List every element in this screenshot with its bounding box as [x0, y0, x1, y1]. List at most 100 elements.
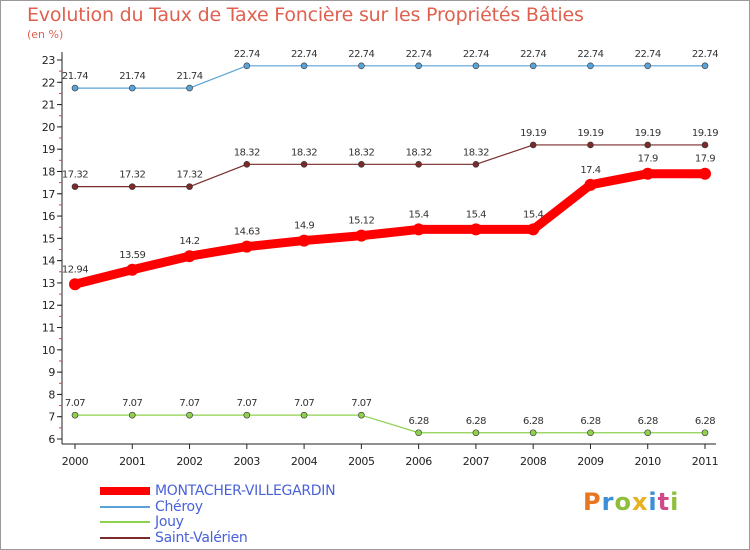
y-tick-label: 14	[42, 255, 56, 268]
data-label: 18.32	[406, 147, 432, 158]
data-label: 22.74	[348, 49, 374, 60]
data-point	[415, 62, 422, 70]
data-label: 17.32	[62, 170, 88, 181]
y-tick-label: 6	[48, 433, 55, 446]
data-point	[699, 167, 711, 180]
y-tick-label: 22	[42, 76, 55, 89]
data-point	[298, 234, 311, 247]
data-label: 17.32	[119, 170, 145, 181]
data-point	[186, 84, 193, 92]
data-point	[300, 411, 308, 419]
data-label: 14.2	[179, 236, 199, 247]
data-point	[186, 183, 193, 190]
data-label: 6.28	[409, 416, 429, 427]
data-point	[587, 62, 594, 70]
data-point	[415, 429, 422, 437]
data-label: 15.4	[466, 209, 486, 220]
data-point	[472, 161, 480, 168]
x-tick-label: 2005	[348, 455, 375, 468]
y-tick-label: 15	[42, 232, 56, 245]
data-point	[701, 429, 709, 437]
data-point	[300, 161, 308, 168]
data-point	[186, 411, 193, 419]
data-label: 6.28	[695, 416, 715, 427]
y-tick-label: 19	[42, 143, 56, 156]
x-tick-label: 2009	[577, 455, 604, 468]
legend-swatch-montacher	[100, 487, 150, 495]
data-label: 22.74	[406, 49, 432, 60]
data-point	[355, 229, 368, 242]
data-point	[71, 183, 79, 190]
data-point	[472, 62, 480, 70]
data-point	[126, 263, 139, 276]
data-label: 21.74	[62, 71, 88, 82]
data-label: 18.32	[291, 147, 317, 158]
series-line-2	[70, 169, 710, 289]
data-label: 14.63	[234, 227, 260, 238]
data-point	[529, 141, 537, 149]
y-tick-label: 8	[48, 388, 55, 401]
data-point	[587, 141, 594, 149]
logo-letter: i	[648, 488, 658, 516]
y-tick-label: 23	[42, 54, 56, 67]
legend-label-cheroy: Chéroy	[155, 499, 203, 515]
data-label: 15.4	[409, 209, 429, 220]
data-label: 7.07	[122, 398, 142, 409]
data-point	[128, 411, 136, 419]
data-label: 7.07	[351, 398, 371, 409]
data-point	[469, 223, 482, 236]
logo-letter: r	[601, 488, 615, 516]
data-point	[472, 429, 480, 437]
y-tick-label: 16	[42, 210, 56, 223]
logo-letter: t	[657, 488, 671, 516]
data-label: 18.32	[463, 147, 489, 158]
data-label: 17.9	[695, 154, 715, 165]
data-point	[69, 278, 81, 291]
y-tick-label: 10	[42, 344, 56, 357]
proxiti-logo: Proxiti	[583, 488, 679, 516]
x-tick-label: 2004	[291, 455, 318, 468]
data-label: 13.59	[119, 250, 145, 261]
legend-label-jouy: Jouy	[155, 514, 184, 530]
data-point	[644, 141, 652, 149]
data-label: 19.19	[520, 128, 546, 139]
series-line-1	[74, 144, 706, 188]
data-point	[358, 161, 365, 168]
y-tick-label: 11	[42, 322, 55, 335]
data-point	[527, 223, 540, 236]
x-tick-label: 2003	[234, 455, 261, 468]
data-point	[128, 183, 136, 190]
chart-title: Evolution du Taux de Taxe Foncière sur l…	[27, 4, 584, 26]
data-label: 19.19	[577, 128, 603, 139]
y-tick-label: 9	[48, 366, 55, 379]
series-line-0	[74, 65, 706, 89]
x-tick-label: 2001	[119, 455, 145, 468]
data-point	[300, 62, 308, 70]
data-label: 22.74	[692, 49, 718, 60]
data-label: 19.19	[692, 128, 718, 139]
data-label: 17.9	[638, 154, 658, 165]
y-tick-label: 7	[48, 411, 55, 424]
data-label: 6.28	[580, 416, 600, 427]
data-label: 22.74	[635, 49, 661, 60]
data-label: 14.9	[294, 221, 314, 232]
x-tick-label: 2007	[463, 455, 490, 468]
data-label: 6.28	[638, 416, 658, 427]
data-label: 6.28	[523, 416, 543, 427]
data-point	[701, 62, 709, 70]
data-label: 22.74	[234, 49, 260, 60]
legend-label-montacher: MONTACHER-VILLEGARDIN	[155, 483, 336, 499]
data-point	[415, 161, 422, 168]
data-label: 6.28	[466, 416, 486, 427]
series-line-3	[74, 414, 706, 434]
data-label: 7.07	[179, 398, 199, 409]
data-point	[587, 429, 594, 437]
logo-letter: P	[583, 488, 602, 516]
data-label: 12.94	[62, 264, 88, 275]
data-label: 15.4	[523, 209, 543, 220]
data-label: 15.12	[348, 216, 374, 227]
data-label: 18.32	[234, 147, 260, 158]
legend-swatch-saint-valerien	[100, 537, 150, 539]
x-tick-label: 2011	[692, 455, 718, 468]
data-point	[243, 161, 251, 168]
